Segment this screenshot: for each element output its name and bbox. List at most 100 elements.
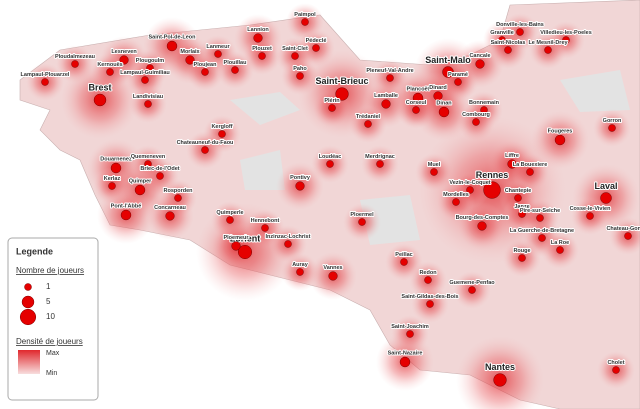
city-point xyxy=(258,52,266,60)
city-label: Laval xyxy=(594,181,617,191)
city-label: Vezin-le-Coquet xyxy=(449,180,490,186)
city-point xyxy=(301,18,309,26)
city-label: La Bouexiere xyxy=(513,162,548,168)
city-label: Plancoët xyxy=(407,86,430,92)
city-label: Paho xyxy=(293,66,307,72)
city-label: Landivisiau xyxy=(133,94,163,100)
city-label: Plouillau xyxy=(224,60,247,66)
city-label: Pontivy xyxy=(290,175,311,181)
city-point xyxy=(426,300,434,308)
city-point xyxy=(498,36,506,44)
city-label: La Roe xyxy=(551,240,569,246)
city-label: Bonnemain xyxy=(469,100,500,106)
legend-max: Max xyxy=(46,350,60,357)
city-label: Mordelles xyxy=(443,192,469,198)
legend-size-title: Nombre de joueurs xyxy=(16,266,84,275)
city-point xyxy=(386,74,394,82)
city-label: Saint-Nicolas xyxy=(491,40,526,46)
low-density-area xyxy=(230,70,630,245)
city-label: Lesneven xyxy=(111,49,137,55)
city-point xyxy=(526,168,534,176)
city-point xyxy=(328,104,336,112)
city-point xyxy=(226,216,234,224)
city-point xyxy=(452,198,460,206)
city-label: Bourg-des-Comptes xyxy=(456,215,509,221)
city-point xyxy=(516,28,524,36)
city-label: Merdrignac xyxy=(365,154,395,160)
city-point xyxy=(381,99,391,109)
city-label: Janze xyxy=(514,204,529,210)
legend-size-label: 10 xyxy=(46,312,55,321)
city-point xyxy=(442,66,454,78)
city-label: Cancale xyxy=(469,53,490,59)
city-label: Chantepie xyxy=(505,188,532,194)
city-point xyxy=(120,209,132,221)
city-point xyxy=(165,211,175,221)
city-point xyxy=(108,182,116,190)
city-label: Trédaniel xyxy=(356,114,381,120)
city-label: Redon xyxy=(419,270,437,276)
city-label: Pont-l'Abbé xyxy=(111,203,142,209)
legend-density-title: Densité de joueurs xyxy=(16,337,83,346)
city-label: Ploudalmezeau xyxy=(55,54,95,60)
city-point xyxy=(438,106,450,118)
city-point xyxy=(399,356,411,368)
city-label: Cosse-le-Vivien xyxy=(570,206,612,212)
city-label: Muel xyxy=(428,162,441,168)
city-label: Auray xyxy=(292,262,309,268)
city-label: Lannion xyxy=(247,27,269,33)
city-point xyxy=(231,66,239,74)
city-label: Le Mesnil-Drey xyxy=(528,40,568,46)
city-point xyxy=(586,212,594,220)
city-label: Dinard xyxy=(429,85,446,91)
city-label: Combourg xyxy=(462,112,490,118)
city-point xyxy=(480,106,488,114)
city-point xyxy=(93,93,107,107)
city-point xyxy=(477,221,487,231)
city-point xyxy=(424,276,432,284)
city-label: Saint-Malo xyxy=(425,55,471,65)
city-point xyxy=(406,330,414,338)
city-label: Briec-de-l'Odet xyxy=(140,166,179,172)
city-point xyxy=(376,160,384,168)
city-label: Saint-Clet xyxy=(282,46,308,52)
city-point xyxy=(493,373,507,387)
city-point xyxy=(144,160,152,168)
city-point xyxy=(166,40,178,52)
city-label: Quimperle xyxy=(216,210,243,216)
city-point xyxy=(201,68,209,76)
city-point xyxy=(554,134,566,146)
city-label: Lampaul-Guimiliau xyxy=(120,70,170,76)
legend-size-point xyxy=(24,283,32,291)
city-point xyxy=(231,241,241,251)
city-label: Hennebont xyxy=(251,218,280,224)
city-label: Douarnenez xyxy=(100,156,132,162)
city-label: Inzinzac-Lochrist xyxy=(266,234,311,240)
city-point xyxy=(185,55,195,65)
city-label: Rennes xyxy=(476,170,509,180)
city-point xyxy=(400,258,408,266)
city-point xyxy=(504,46,512,54)
city-point xyxy=(556,246,564,254)
density-blob xyxy=(456,336,544,409)
city-point xyxy=(475,59,485,69)
city-point xyxy=(412,106,420,114)
city-point xyxy=(41,78,49,86)
legend-density-ramp xyxy=(18,350,40,374)
city-label: Loudéac xyxy=(319,154,342,160)
city-point xyxy=(295,181,305,191)
city-point xyxy=(237,244,253,260)
city-label: Rosporden xyxy=(163,188,193,194)
city-point xyxy=(433,91,443,101)
city-label: Paramé xyxy=(448,72,468,78)
city-label: Morlaix xyxy=(180,49,200,55)
city-point xyxy=(612,366,620,374)
city-label: Ploermel xyxy=(350,212,374,218)
city-point xyxy=(454,78,462,86)
legend-size-point xyxy=(19,308,37,326)
city-label: Donville-les-Bains xyxy=(496,22,544,28)
city-point xyxy=(119,55,129,65)
city-point xyxy=(472,118,480,126)
city-label: Saint-Gildas-des-Bois xyxy=(401,294,458,300)
